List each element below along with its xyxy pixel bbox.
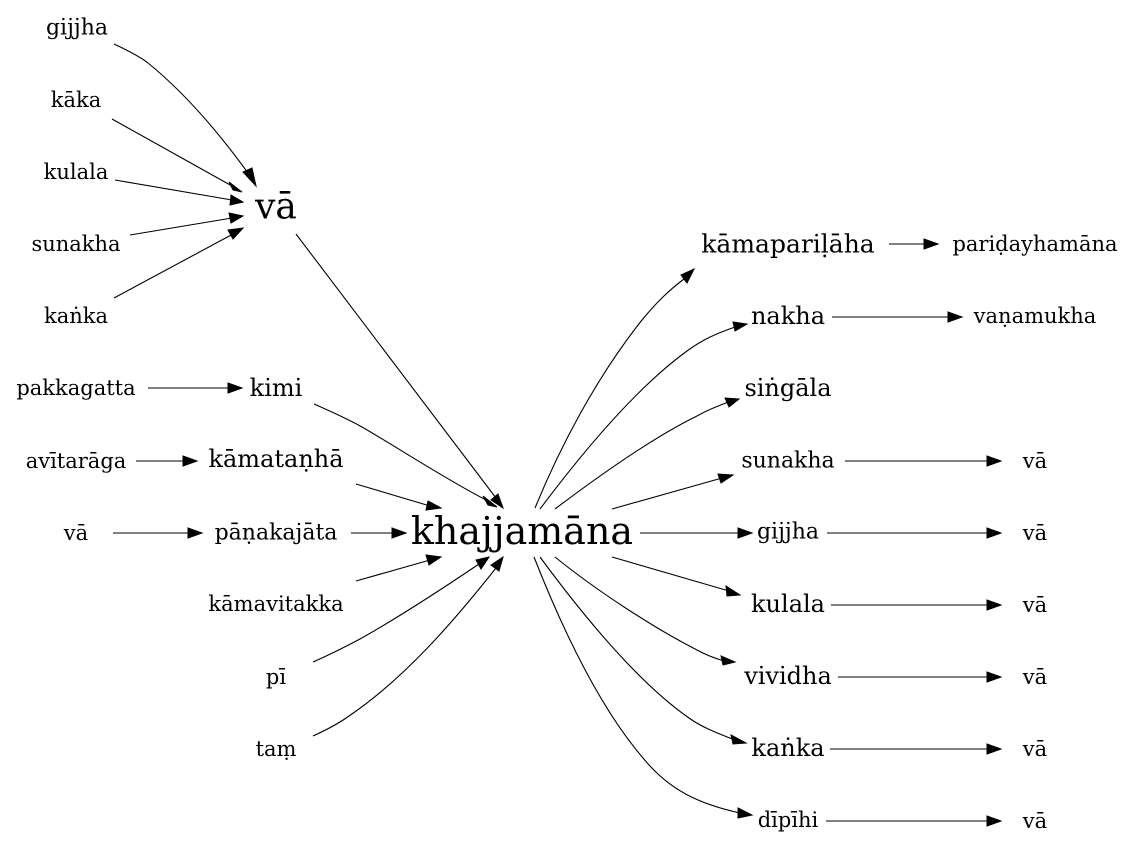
node-dipihi: dīpīhi [758,808,819,832]
edge-sunakha-va [129,212,245,236]
edge-kamatanha-center [355,483,443,511]
edges [111,43,1003,827]
edge-center-nakha [539,321,749,510]
edge-kanka-va [113,227,245,299]
edge-sunakha-va [845,455,1003,467]
edge-center-kamaparilaha [534,267,696,509]
node-kulala-right: kulala [751,590,825,618]
node-sunakha-right: sunakha [741,449,834,474]
edge-gijjha-va [113,43,257,188]
node-kaka: kāka [51,88,102,112]
edge-kamaparilaha-paridayhamana [889,238,940,250]
edge-kulala-va [831,599,1003,611]
edge-kamavitakka-center [355,554,443,582]
node-gijjha-right: gijjha [757,520,819,545]
node-kamatanha: kāmataṇhā [208,445,343,473]
node-panakajata: pāṇakajāta [215,521,338,546]
node-vividha: vividha [743,662,832,690]
node-va-right-5: vā [1022,737,1047,761]
edge-pakkagatta-kimi [148,382,244,394]
edge-va-panakajata [113,527,204,539]
node-kanka-right: kaṅka [751,734,824,762]
node-kamaparilaha: kāmapariḷāha [701,230,875,259]
edge-gijjha-va [827,527,1003,539]
node-va-right-4: vā [1022,665,1047,689]
node-va-top: vā [254,187,297,228]
node-tam: taṃ [256,737,297,761]
edge-center-sunakha [611,473,735,510]
node-vanamukha: vaṇamukha [973,304,1097,328]
edge-center-singala [554,397,741,510]
edge-center-dipihi [533,556,754,819]
edge-kaka-va [111,118,243,193]
node-pakkagatta: pakkagatta [16,376,135,400]
edge-vividha-va [838,671,1003,683]
node-singala: siṅgāla [744,374,831,402]
node-va-right-6: vā [1022,809,1047,833]
node-avitaraga: avītarāga [26,449,127,473]
edge-kanka-va [830,743,1003,755]
edge-center-vividha [554,556,737,666]
edge-panakajata-center [351,527,408,539]
node-kimi: kimi [250,374,303,402]
edge-kimi-center [313,403,498,508]
edge-center-kulala [611,556,742,597]
edge-nakha-vanamukha [832,311,964,323]
node-nakha: nakha [751,302,825,330]
edge-pi-center [312,556,491,663]
node-kanka: kaṅka [44,304,108,328]
node-kulala: kulala [44,160,109,184]
node-gijjha: gijjha [46,16,108,41]
node-khajjamana: khajjamāna [411,509,633,553]
edge-tam-center [312,555,504,737]
node-va-right-3: vā [1022,593,1047,617]
edge-dipihi-va [826,815,1003,827]
edge-va-center [295,233,504,510]
node-pi: pī [266,665,286,689]
node-sunakha: sunakha [31,232,120,256]
edge-kulala-va [114,179,245,206]
node-va-right-1: vā [1022,449,1047,473]
node-va-left: vā [63,521,88,545]
node-va-right-2: vā [1022,521,1047,545]
edge-avitaraga-kamatanha [136,455,199,467]
edge-center-gijjha [640,527,754,539]
node-kamavitakka: kāmavitakka [208,592,343,616]
nodes: gijjha kāka kulala sunakha kaṅka vā pakk… [16,16,1117,834]
edge-center-kanka [539,556,748,745]
node-paridayhamana: pariḍayhamāna [952,232,1117,256]
